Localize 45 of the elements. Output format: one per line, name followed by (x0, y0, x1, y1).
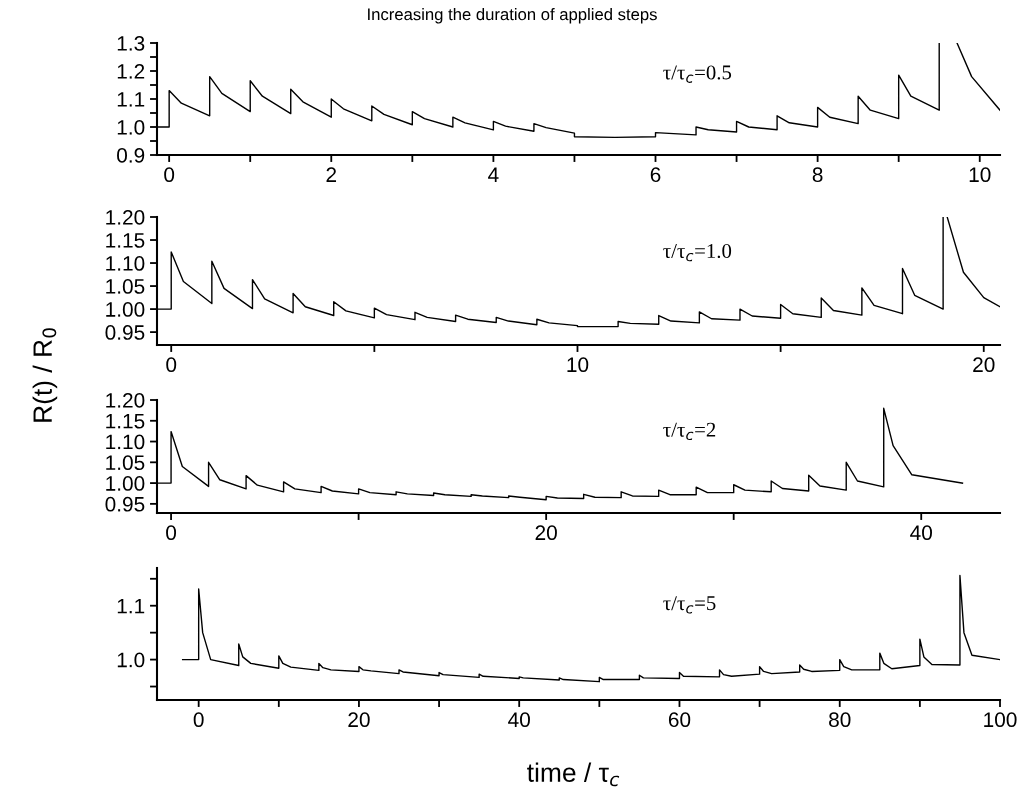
y-tick-label: 1.0 (117, 120, 145, 135)
annotation: τ/τ$_{c}$=0.5 (663, 65, 732, 83)
y-tick-label: 1.15 (106, 413, 145, 429)
x-tick-label: 2 (326, 167, 337, 182)
chart-title: Increasing the duration of applied steps (368, 8, 657, 24)
y-axis-title: R(t) / R$_{0}$ (32, 328, 58, 422)
y-tick-label: 1.00 (106, 476, 145, 491)
y-tick-label: 1.0 (117, 652, 145, 668)
x-tick-label: 40 (508, 712, 530, 728)
y-tick-label: 1.3 (117, 36, 145, 51)
x-tick-label: 8 (812, 167, 823, 183)
x-tick-label: 40 (910, 525, 933, 541)
x-tick-label: 60 (668, 712, 691, 728)
x-tick-label: 20 (973, 357, 995, 373)
y-tick-label: 1.10 (106, 434, 145, 450)
annotation: τ/τ$_{c}$=1.0 (663, 243, 732, 262)
x-tick-label: 20 (348, 712, 370, 728)
y-tick-label: 0.95 (105, 496, 145, 512)
y-tick-label: 1.05 (106, 455, 145, 471)
y-tick-label: 0.9 (117, 148, 145, 163)
y-tick-label: 1.2 (117, 64, 145, 79)
y-tick-label: 1.20 (106, 210, 145, 225)
line-series (181, 574, 1000, 683)
y-tick-label: 0.95 (105, 325, 145, 340)
y-tick-label: 1.15 (106, 233, 145, 248)
y-tick-label: 1.10 (106, 256, 145, 271)
x-tick-label: 10 (969, 167, 991, 183)
y-tick-label: 1.00 (106, 302, 145, 317)
y-tick-label: 1.20 (106, 393, 145, 408)
y-tick-label: 1.1 (117, 598, 145, 614)
y-tick-label: 1.05 (106, 279, 145, 294)
x-tick-label: 0 (193, 712, 204, 728)
x-tick-label: 10 (567, 357, 589, 373)
x-tick-label: 100 (984, 712, 1017, 728)
x-tick-label: 0 (166, 357, 177, 373)
x-tick-label: 0 (166, 525, 177, 541)
annotation: τ/τ$_{c}$=5 (663, 596, 716, 614)
x-tick-label: 80 (829, 712, 851, 728)
x-tick-label: 20 (535, 525, 557, 541)
y-tick-label: 1.1 (117, 92, 145, 107)
annotation: τ/τ$_{c}$=2 (663, 422, 716, 441)
x-tick-label: 6 (650, 167, 661, 183)
x-tick-label: 0 (164, 167, 175, 183)
x-axis-title: time / τ$_{c}$ (527, 762, 620, 787)
x-tick-label: 4 (488, 167, 499, 182)
